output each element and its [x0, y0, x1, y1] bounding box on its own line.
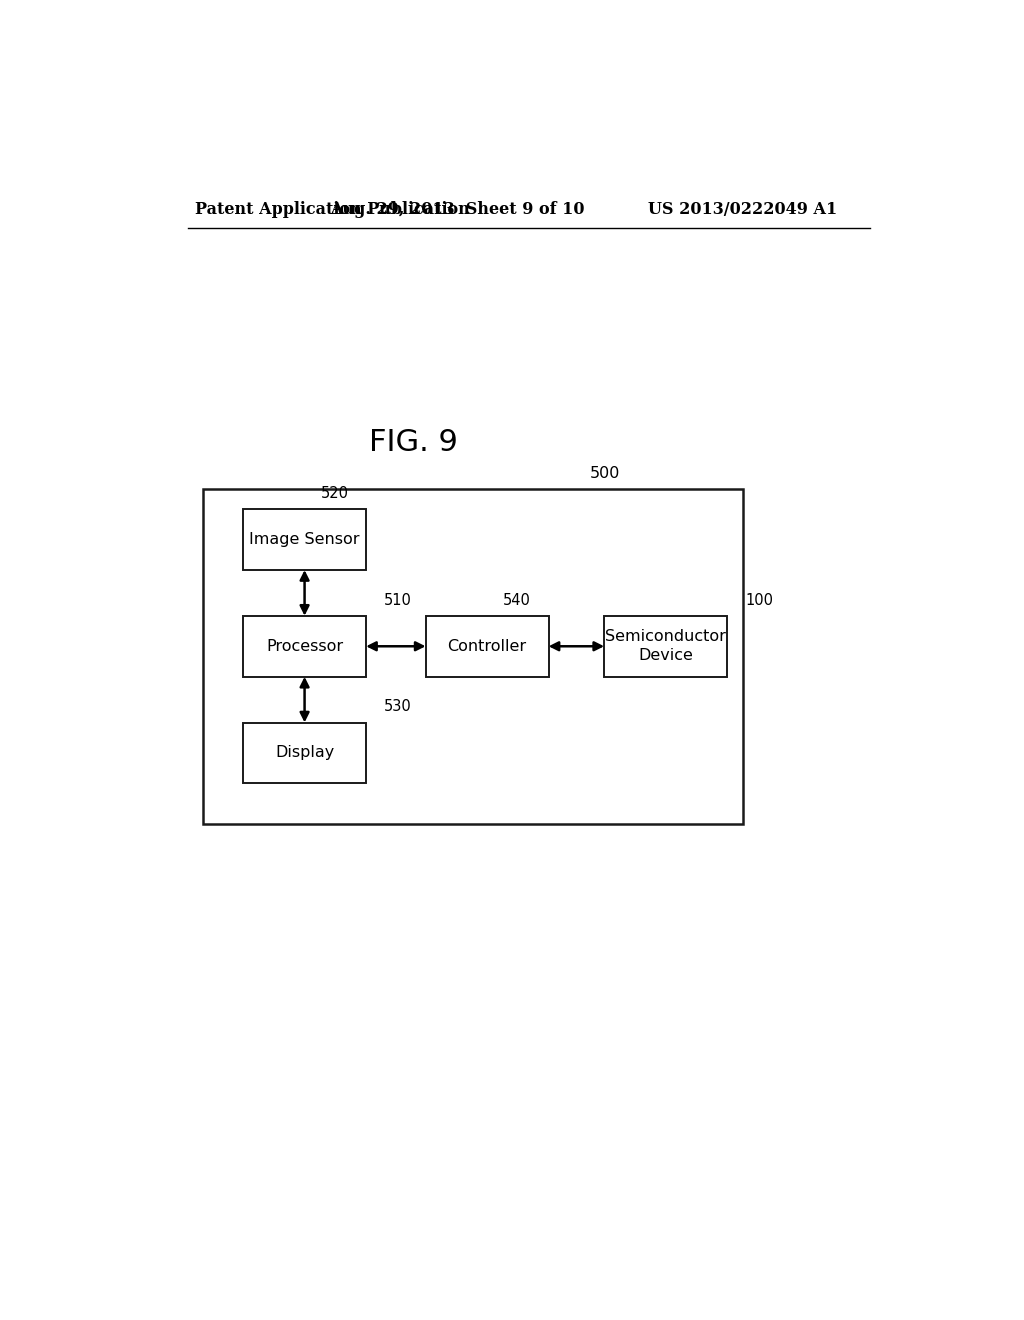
- Text: FIG. 9: FIG. 9: [370, 429, 458, 458]
- Text: Controller: Controller: [447, 639, 526, 653]
- Text: Display: Display: [275, 746, 334, 760]
- Text: 530: 530: [384, 700, 412, 714]
- Text: 500: 500: [590, 466, 621, 480]
- Bar: [243, 615, 367, 677]
- Bar: [426, 615, 549, 677]
- Bar: [243, 722, 367, 784]
- Text: Semiconductor
Device: Semiconductor Device: [605, 630, 726, 663]
- Text: US 2013/0222049 A1: US 2013/0222049 A1: [648, 201, 838, 218]
- Text: 520: 520: [321, 486, 348, 500]
- Text: 100: 100: [745, 593, 773, 607]
- Bar: [204, 488, 743, 824]
- Text: 510: 510: [384, 593, 412, 607]
- Text: Patent Application Publication: Patent Application Publication: [196, 201, 470, 218]
- Bar: [243, 510, 367, 570]
- Bar: [604, 615, 727, 677]
- Text: Processor: Processor: [266, 639, 343, 653]
- Text: Aug. 29, 2013  Sheet 9 of 10: Aug. 29, 2013 Sheet 9 of 10: [330, 201, 585, 218]
- Text: 540: 540: [503, 593, 530, 607]
- Text: Image Sensor: Image Sensor: [249, 532, 359, 546]
